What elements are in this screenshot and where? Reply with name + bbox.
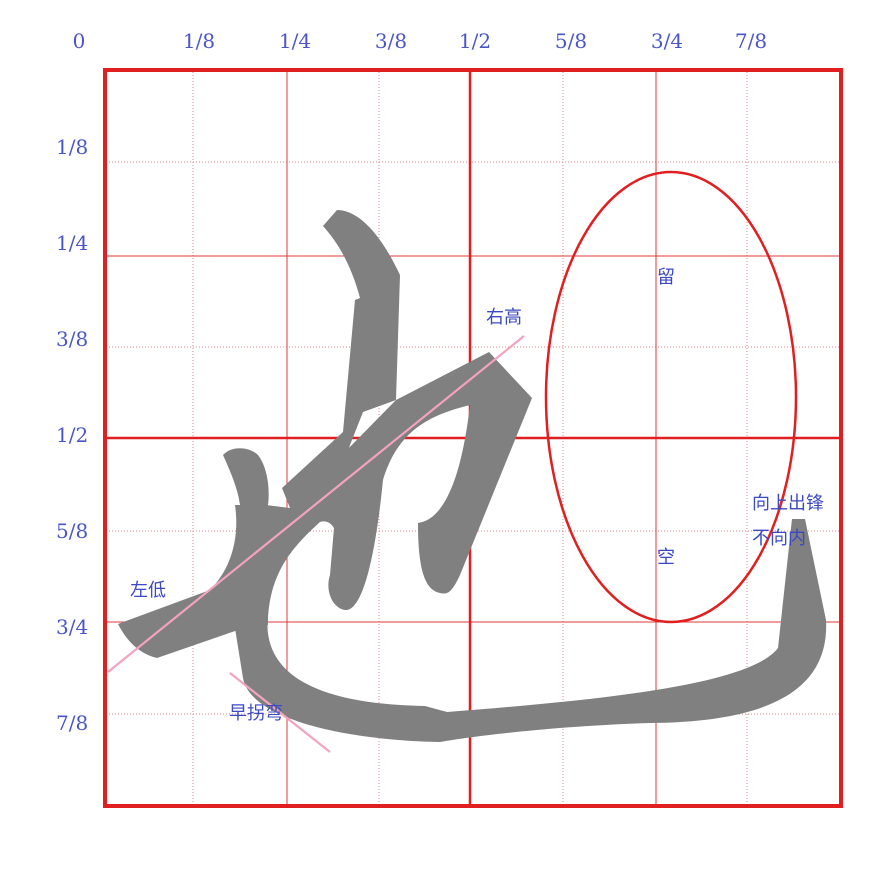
- top-label-0: 0: [72, 29, 86, 53]
- top-label-5-8: 5/8: [554, 29, 588, 53]
- annotation-left-low: 左低: [130, 580, 166, 601]
- glyph-stroke-rise: [118, 505, 268, 658]
- annotation-keep: 留: [657, 267, 675, 288]
- left-label-5-8: 5/8: [56, 519, 89, 543]
- glyph-stroke-fold: [240, 352, 532, 630]
- top-label-3-4: 3/4: [650, 29, 684, 53]
- outer-frame: [103, 68, 843, 808]
- annotation-early-turn: 早拐弯: [229, 703, 283, 724]
- slant-guide-line: [107, 335, 525, 673]
- top-label-1-4: 1/4: [278, 29, 312, 53]
- left-label-1-2: 1/2: [56, 423, 89, 447]
- top-label-7-8: 7/8: [734, 29, 768, 53]
- left-label-3-8: 3/8: [56, 327, 89, 351]
- glyph-stroke-hook: [234, 519, 827, 742]
- glyph-ye: [118, 210, 827, 742]
- left-label-1-8: 1/8: [56, 135, 89, 159]
- top-label-1-2: 1/2: [458, 29, 492, 53]
- annotation-hook-line2: 不向内: [752, 528, 806, 549]
- guide-lines: [107, 335, 525, 753]
- left-label-7-8: 7/8: [56, 711, 89, 735]
- left-label-3-4: 3/4: [56, 615, 89, 639]
- top-label-3-8: 3/8: [374, 29, 408, 53]
- glyph-stroke-vertical: [282, 210, 400, 508]
- turn-guide-line: [229, 672, 331, 753]
- left-label-1-4: 1/4: [56, 231, 89, 255]
- space-ellipse: [544, 170, 798, 624]
- annotation-empty: 空: [657, 547, 675, 568]
- glyph-stroke-left-vertical: [223, 448, 269, 505]
- top-label-1-8: 1/8: [182, 29, 216, 53]
- annotation-hook-line1: 向上出锋: [752, 493, 824, 514]
- annotation-right-high: 右高: [486, 307, 522, 328]
